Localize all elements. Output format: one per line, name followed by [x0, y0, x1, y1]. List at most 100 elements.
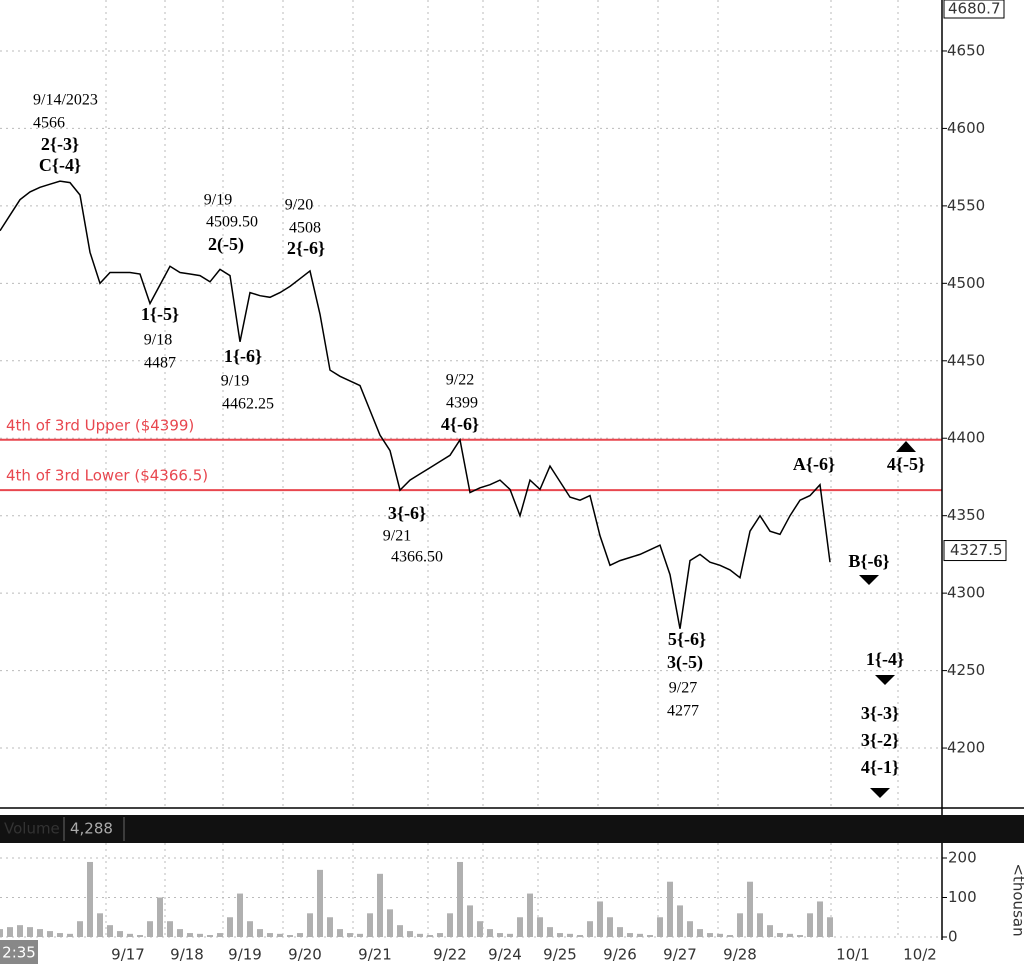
x-tick-label: 9/24 — [488, 946, 522, 964]
volume-unit: <thousan — [1010, 863, 1024, 936]
volume-bar — [77, 921, 83, 937]
volume-bar — [437, 933, 443, 937]
y-tick-label: 4450 — [947, 351, 985, 369]
volume-bar — [27, 927, 33, 937]
volume-bar — [207, 935, 213, 937]
volume-bar — [177, 929, 183, 937]
top-value-box — [943, 0, 1005, 19]
volume-tick-label: 0 — [948, 928, 958, 946]
volume-bar — [417, 933, 423, 937]
volume-bar — [247, 921, 253, 937]
volume-bar — [7, 927, 13, 937]
top-value: 4680.7 — [948, 0, 1001, 18]
volume-bar — [817, 901, 823, 937]
volume-bar — [377, 873, 383, 937]
x-tick-label: 9/22 — [433, 946, 467, 964]
volume-bar — [547, 927, 553, 937]
last-value-box — [943, 540, 1007, 562]
x-tick-label: 9/26 — [603, 946, 637, 964]
levels: 4th of 3rd Upper ($4399) 4th of 3rd Lower… — [0, 416, 942, 492]
volume-bar — [157, 897, 163, 937]
y-tick-label: 4250 — [947, 661, 985, 679]
volume-bar — [307, 913, 313, 937]
volume-title: Volume — [4, 820, 60, 838]
arrow-down — [875, 675, 895, 685]
x-tick-label: 9/17 — [111, 946, 145, 964]
annotation: 9/19 — [204, 192, 232, 209]
volume-bar — [637, 933, 643, 937]
annotation: 4462.25 — [222, 396, 274, 413]
volume-bar — [707, 933, 713, 937]
y-tick-label: 4650 — [947, 41, 985, 59]
y-tick-label: 4400 — [947, 429, 985, 447]
volume-bar — [137, 935, 143, 937]
last-value: 4327.5 — [950, 541, 1003, 559]
volume-bar — [387, 909, 393, 937]
volume-bar — [807, 913, 813, 937]
annotation: 4508 — [289, 220, 321, 237]
volume-bar — [697, 929, 703, 937]
x-tick-label: 9/18 — [170, 946, 204, 964]
volume-bar — [187, 933, 193, 937]
level-label: 4th of 3rd Upper ($4399) — [6, 416, 194, 434]
grid — [0, 0, 942, 938]
x-tick-label: 10/2 — [903, 946, 937, 964]
arrow-down — [859, 575, 879, 585]
volume-tick-label: 100 — [948, 888, 977, 906]
arrow-down — [870, 788, 890, 798]
annotation: 2{-6} — [287, 238, 325, 258]
volume-bar — [787, 933, 793, 937]
volume-bar — [597, 901, 603, 937]
volume-bar — [237, 893, 243, 937]
volume-header-axis — [942, 815, 1024, 843]
volume-bar — [677, 905, 683, 937]
y-tick-label: 4500 — [947, 274, 985, 292]
y-tick-label: 4550 — [947, 196, 985, 214]
volume-bar — [737, 913, 743, 937]
volume-bar — [287, 935, 293, 937]
volume-bar — [217, 933, 223, 937]
annotation: 4509.50 — [206, 214, 258, 231]
volume-bar — [57, 933, 63, 937]
time-box — [0, 940, 38, 964]
annotation: A{-6} — [793, 454, 835, 474]
volume-bar — [427, 935, 433, 937]
volume-bar — [517, 917, 523, 937]
annotations: 9/14/2023 4566 2{-3} C{-4} 9/19 4509.50 … — [33, 92, 925, 798]
annotation: 4566 — [33, 115, 65, 132]
time-label: 2:35 — [2, 944, 36, 962]
volume-bar — [477, 921, 483, 937]
annotation: 9/21 — [383, 528, 411, 545]
volume-bar — [317, 869, 323, 937]
x-tick-label: 9/28 — [723, 946, 757, 964]
volume-bar — [617, 927, 623, 937]
volume-bar — [537, 917, 543, 937]
annotation: 3{-3} — [861, 703, 899, 723]
annotation: 9/18 — [144, 332, 172, 349]
x-tick-label: 9/25 — [543, 946, 577, 964]
annotation: 3(-5) — [667, 652, 703, 673]
volume-bar — [727, 935, 733, 937]
volume-bar — [407, 931, 413, 937]
annotation: 9/22 — [446, 372, 474, 389]
annotation: 4{-6} — [441, 414, 479, 434]
annotation: 4{-1} — [861, 757, 899, 777]
annotation: 2{-3} — [41, 134, 79, 154]
y-tick-label: 4200 — [947, 739, 985, 757]
volume-bar — [607, 917, 613, 937]
volume-bar — [257, 929, 263, 937]
volume-bar — [507, 933, 513, 937]
annotation: 1{-6} — [224, 346, 262, 366]
x-tick-label: 9/21 — [358, 946, 392, 964]
volume-bar — [757, 913, 763, 937]
y-tick-label: 4350 — [947, 506, 985, 524]
volume-bar — [0, 929, 3, 937]
annotation: 4277 — [667, 703, 699, 720]
volume-bar — [127, 933, 133, 937]
price-line — [0, 180, 831, 629]
annotation: 4487 — [144, 355, 176, 372]
x-tick-label: 9/19 — [228, 946, 262, 964]
x-tick-label: 9/20 — [288, 946, 322, 964]
annotation: 1{-4} — [866, 649, 904, 669]
